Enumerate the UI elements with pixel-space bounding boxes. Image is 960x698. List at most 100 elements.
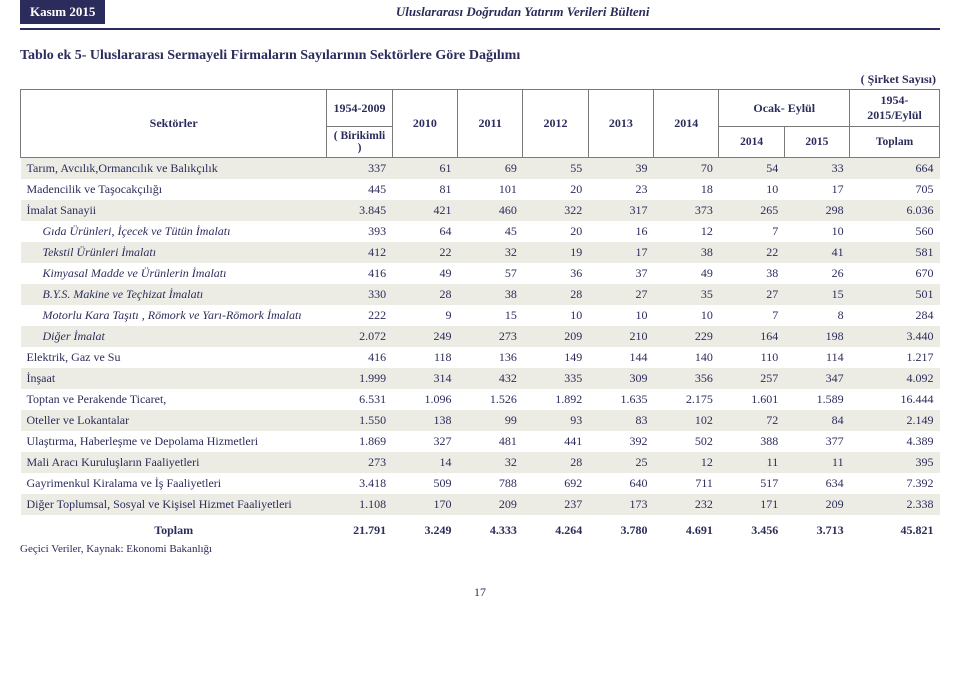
cell-value: 1.550	[327, 410, 392, 431]
row-label: Tekstil Ürünleri İmalatı	[21, 242, 327, 263]
cell-value: 102	[654, 410, 719, 431]
cell-value: 15	[458, 305, 523, 326]
footer-note: Geçici Veriler, Kaynak: Ekonomi Bakanlığ…	[20, 543, 940, 555]
cell-value: 4.389	[850, 431, 940, 452]
cell-value: 23	[588, 179, 653, 200]
cell-value: 788	[458, 473, 523, 494]
cell-value: 17	[784, 179, 849, 200]
cell-value: 84	[784, 410, 849, 431]
row-label: Motorlu Kara Taşıtı , Römork ve Yarı-Röm…	[21, 305, 327, 326]
cell-value: 330	[327, 284, 392, 305]
table-row: Tarım, Avcılık,Ormancılık ve Balıkçılık3…	[21, 158, 940, 180]
cell-value: 140	[654, 347, 719, 368]
cell-value: 9	[392, 305, 457, 326]
cell-value: 1.869	[327, 431, 392, 452]
table-head: Sektörler 1954-2009 2010 2011 2012 2013 …	[21, 90, 940, 158]
cell-value: 16.444	[850, 389, 940, 410]
cell-value: 640	[588, 473, 653, 494]
cell-value: 209	[784, 494, 849, 515]
cell-value: 10	[719, 179, 784, 200]
cell-value: 322	[523, 200, 588, 221]
cell-value: 395	[850, 452, 940, 473]
cell-value: 69	[458, 158, 523, 180]
cell-value: 273	[458, 326, 523, 347]
th-birikimli: ( Birikimli )	[327, 127, 392, 158]
total-value: 4.691	[654, 515, 719, 541]
cell-value: 1.589	[784, 389, 849, 410]
header-row: Kasım 2015 Uluslararası Doğrudan Yatırım…	[20, 0, 940, 24]
total-value: 4.264	[523, 515, 588, 541]
cell-value: 49	[392, 263, 457, 284]
total-value: 4.333	[458, 515, 523, 541]
cell-value: 18	[654, 179, 719, 200]
cell-value: 1.108	[327, 494, 392, 515]
total-value: 3.713	[784, 515, 849, 541]
cell-value: 37	[588, 263, 653, 284]
th-2011: 2011	[458, 90, 523, 158]
row-label: İmalat Sanayii	[21, 200, 327, 221]
cell-value: 22	[392, 242, 457, 263]
cell-value: 209	[523, 326, 588, 347]
cell-value: 70	[654, 158, 719, 180]
row-label: İnşaat	[21, 368, 327, 389]
cell-value: 3.440	[850, 326, 940, 347]
cell-value: 136	[458, 347, 523, 368]
cell-value: 335	[523, 368, 588, 389]
cell-value: 27	[719, 284, 784, 305]
table-row: Tekstil Ürünleri İmalatı4122232191738224…	[21, 242, 940, 263]
cell-value: 28	[523, 452, 588, 473]
cell-value: 273	[327, 452, 392, 473]
cell-value: 3.845	[327, 200, 392, 221]
cell-value: 149	[523, 347, 588, 368]
date-badge: Kasım 2015	[20, 0, 105, 24]
cell-value: 25	[588, 452, 653, 473]
cell-value: 19	[523, 242, 588, 263]
cell-value: 8	[784, 305, 849, 326]
cell-value: 209	[458, 494, 523, 515]
cell-value: 26	[784, 263, 849, 284]
row-label: Gayrimenkul Kiralama ve İş Faaliyetleri	[21, 473, 327, 494]
cell-value: 35	[654, 284, 719, 305]
cell-value: 10	[654, 305, 719, 326]
cell-value: 2.149	[850, 410, 940, 431]
th-toplam: Toplam	[850, 127, 940, 158]
table-row: İnşaat1.9993144323353093562573474.092	[21, 368, 940, 389]
cell-value: 481	[458, 431, 523, 452]
cell-value: 6.531	[327, 389, 392, 410]
cell-value: 421	[392, 200, 457, 221]
cell-value: 634	[784, 473, 849, 494]
cell-value: 711	[654, 473, 719, 494]
cell-value: 10	[523, 305, 588, 326]
cell-value: 114	[784, 347, 849, 368]
cell-value: 581	[850, 242, 940, 263]
cell-value: 441	[523, 431, 588, 452]
cell-value: 298	[784, 200, 849, 221]
cell-value: 337	[327, 158, 392, 180]
cell-value: 38	[654, 242, 719, 263]
cell-value: 20	[523, 179, 588, 200]
cell-value: 356	[654, 368, 719, 389]
total-label: Toplam	[21, 515, 327, 541]
cell-value: 10	[784, 221, 849, 242]
row-label: Diğer Toplumsal, Sosyal ve Kişisel Hizme…	[21, 494, 327, 515]
cell-value: 2.072	[327, 326, 392, 347]
cell-value: 173	[588, 494, 653, 515]
cell-value: 377	[784, 431, 849, 452]
cell-value: 705	[850, 179, 940, 200]
cell-value: 6.036	[850, 200, 940, 221]
cell-value: 45	[458, 221, 523, 242]
table-row: Diğer Toplumsal, Sosyal ve Kişisel Hizme…	[21, 494, 940, 515]
header-rule	[20, 28, 940, 30]
th-ocak-eylul: Ocak- Eylül	[719, 90, 850, 127]
cell-value: 36	[523, 263, 588, 284]
cell-value: 12	[654, 452, 719, 473]
cell-value: 38	[458, 284, 523, 305]
cell-value: 509	[392, 473, 457, 494]
cell-value: 1.217	[850, 347, 940, 368]
table-row: B.Y.S. Makine ve Teçhizat İmalatı3302838…	[21, 284, 940, 305]
cell-value: 32	[458, 242, 523, 263]
row-label: Kimyasal Madde ve Ürünlerin İmalatı	[21, 263, 327, 284]
table-row: Toptan ve Perakende Ticaret,6.5311.0961.…	[21, 389, 940, 410]
data-table: Sektörler 1954-2009 2010 2011 2012 2013 …	[20, 89, 940, 541]
cell-value: 393	[327, 221, 392, 242]
